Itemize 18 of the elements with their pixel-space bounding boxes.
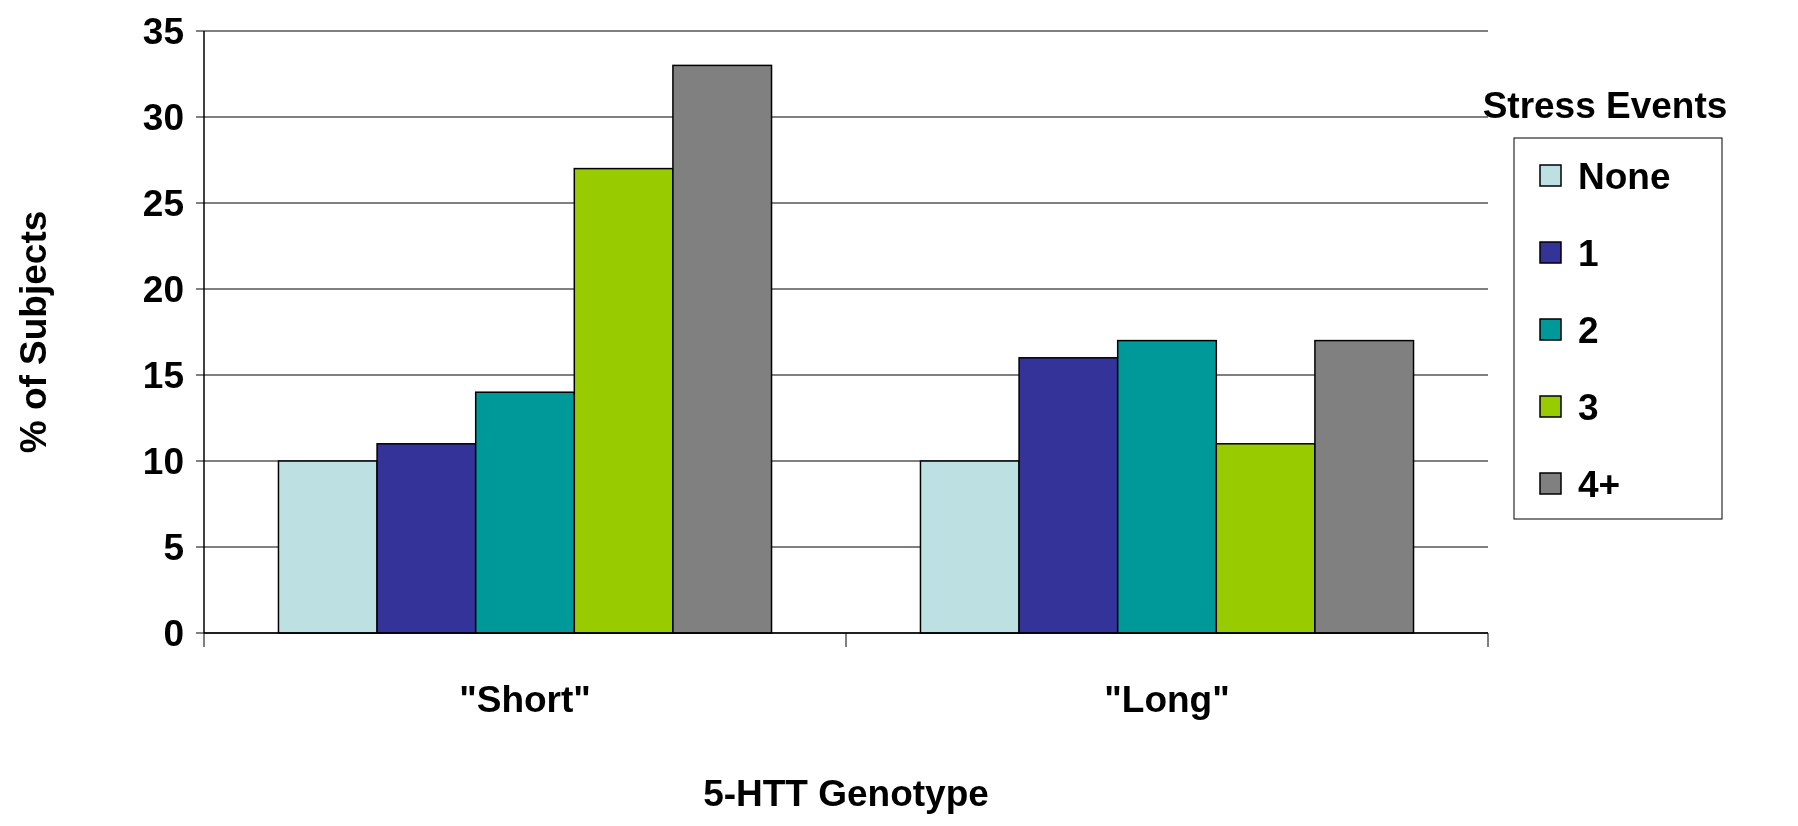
- y-tick-label: 15: [142, 354, 184, 396]
- y-tick-label: 25: [142, 182, 184, 224]
- legend-label: 4+: [1578, 463, 1621, 505]
- y-tick-label: 0: [163, 612, 184, 654]
- y-tick-label: 35: [142, 10, 184, 52]
- legend-title: Stress Events: [1482, 85, 1728, 126]
- y-axis-title: % of Subjects: [13, 210, 54, 454]
- x-axis-title: 5-HTT Genotype: [703, 773, 989, 814]
- legend-label: None: [1578, 155, 1671, 197]
- x-tick-label: "Short": [459, 679, 591, 720]
- y-tick-label: 30: [142, 96, 184, 138]
- y-tick-label: 20: [142, 268, 184, 310]
- x-tick-label: "Long": [1104, 679, 1230, 720]
- legend-label: 2: [1578, 309, 1599, 351]
- y-tick-label: 5: [163, 526, 184, 568]
- legend-label: 3: [1578, 386, 1599, 428]
- legend-label: 1: [1578, 232, 1599, 274]
- y-tick-label: 10: [142, 440, 184, 482]
